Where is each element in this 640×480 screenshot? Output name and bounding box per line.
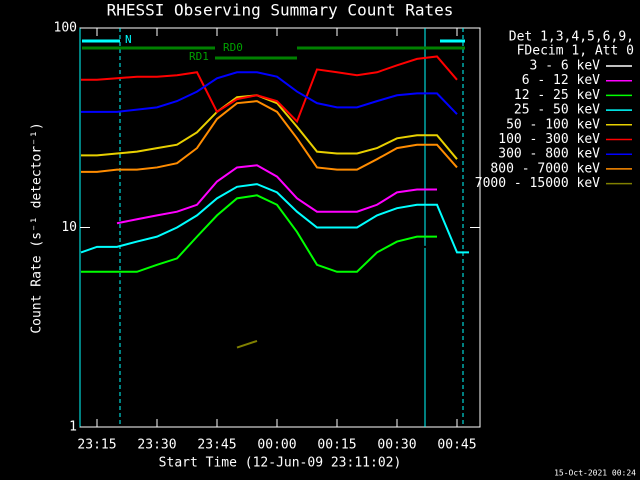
- x-tick-label: 23:30: [137, 438, 176, 453]
- legend-header: FDecim 1, Att 0: [517, 44, 634, 59]
- x-axis-label: Start Time (12-Jun-09 23:11:02): [159, 456, 402, 471]
- x-tick-label: 00:30: [377, 438, 416, 453]
- legend-label: 800 - 7000 keV: [490, 161, 600, 176]
- plot-frame: [79, 27, 481, 428]
- series-line: [81, 55, 458, 124]
- x-tick-label: 00:00: [257, 438, 296, 453]
- x-tick-label: 00:45: [437, 438, 476, 453]
- legend-label: 12 - 25 keV: [514, 88, 600, 103]
- x-tick-label: 23:45: [197, 438, 236, 453]
- series-line: [81, 100, 458, 173]
- chart-title: RHESSI Observing Summary Count Rates: [107, 1, 454, 20]
- legend-label: 50 - 100 keV: [506, 117, 600, 132]
- series-line: [116, 164, 437, 225]
- legend-label: 100 - 300 keV: [498, 132, 600, 147]
- series-line: [80, 183, 469, 254]
- y-tick-label: 10: [61, 220, 77, 235]
- y-axis-label: Count Rate (s⁻¹ detector⁻¹): [30, 122, 45, 333]
- x-tick-label: 00:15: [317, 438, 356, 453]
- annotation: N: [125, 33, 132, 46]
- y-tick-label: 1: [69, 420, 77, 435]
- legend-header: Det 1,3,4,5,6,9,: [509, 30, 634, 45]
- annotation: RD1: [189, 50, 209, 63]
- series-line: [236, 339, 258, 349]
- legend-label: 300 - 800 keV: [498, 147, 600, 162]
- legend-label: 7000 - 15000 keV: [475, 176, 600, 191]
- series-line: [81, 71, 458, 115]
- y-tick-label: 100: [54, 21, 77, 36]
- legend-label: 6 - 12 keV: [522, 73, 600, 88]
- series-line: [81, 207, 437, 281]
- series-line: [81, 194, 437, 273]
- series-line: [81, 94, 458, 160]
- footer: 15-Oct-2021 00:24: [554, 469, 636, 478]
- x-tick-label: 23:15: [77, 438, 116, 453]
- legend-label: 3 - 6 keV: [530, 59, 601, 74]
- annotation: RD0: [223, 41, 243, 54]
- legend-label: 25 - 50 keV: [514, 103, 600, 118]
